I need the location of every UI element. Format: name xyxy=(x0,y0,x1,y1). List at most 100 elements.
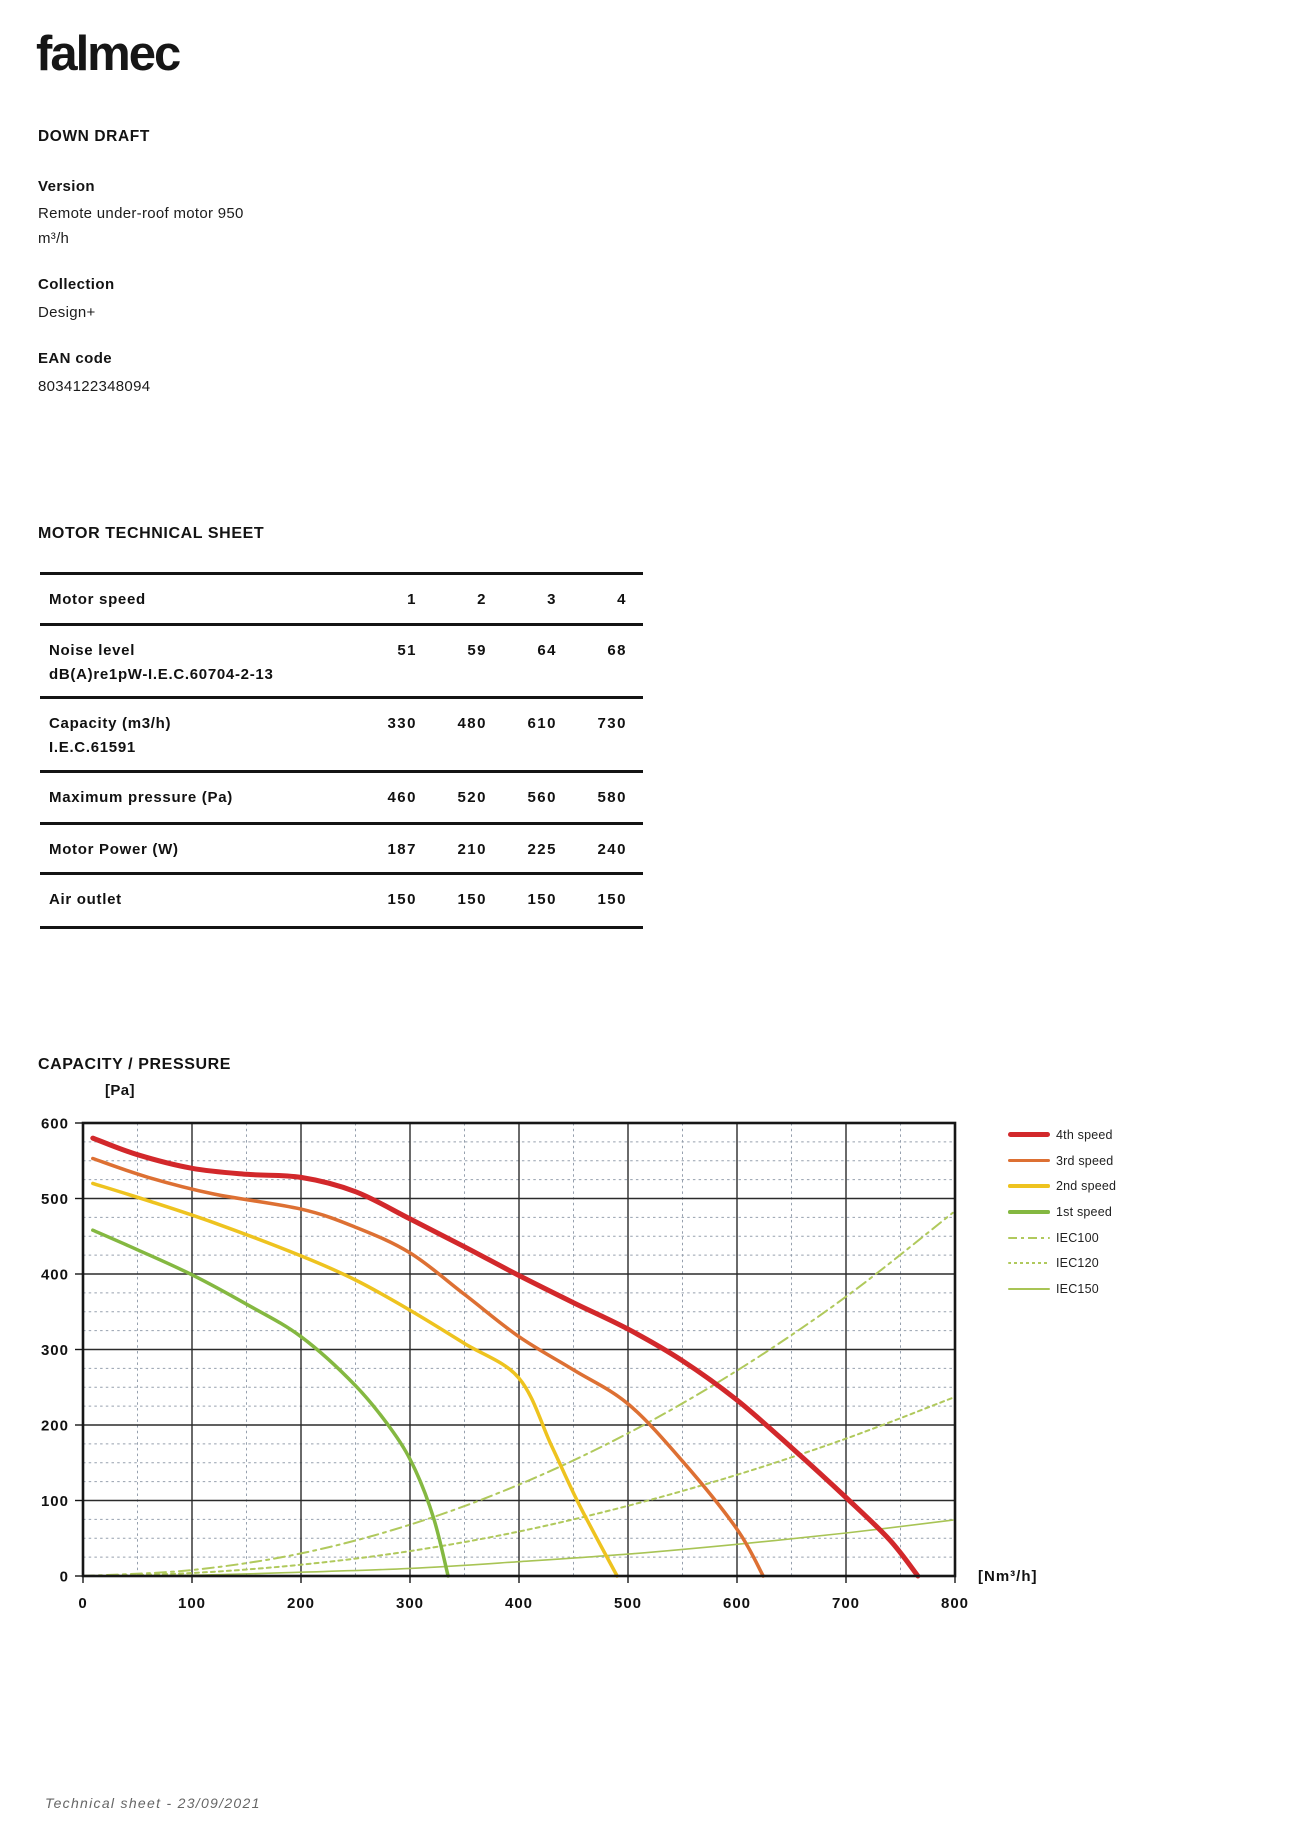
legend-label: IEC100 xyxy=(1056,1230,1099,1245)
x-tick-label: 700 xyxy=(832,1595,860,1612)
collection-label: Collection xyxy=(38,276,115,293)
motor-spec-table: Motor speed 1 2 3 4 Noise level dB(A)re1pW-I.E… xyxy=(40,572,643,929)
legend-swatch-iec120 xyxy=(1008,1262,1050,1265)
table-cell-value: 730 xyxy=(597,715,627,732)
table-cell-value: 520 xyxy=(457,789,487,806)
ean-value: 8034122348094 xyxy=(38,378,151,395)
chart-legend: 4th speed 3rd speed 2nd speed 1st speed IEC1… xyxy=(1008,1122,1116,1302)
ean-label: EAN code xyxy=(38,350,113,367)
legend-label: 3rd speed xyxy=(1056,1153,1114,1168)
legend-label: 2nd speed xyxy=(1056,1179,1117,1194)
table-cell-value: 460 xyxy=(387,789,417,806)
collection-value: Design+ xyxy=(38,304,96,321)
y-tick-label: 100 xyxy=(41,1493,69,1510)
legend-swatch-iec100 xyxy=(1008,1236,1050,1239)
x-tick-label: 100 xyxy=(178,1595,206,1612)
table-cell-value: 59 xyxy=(467,642,487,659)
table-cell-value: 150 xyxy=(387,891,417,908)
legend-swatch-2nd-speed xyxy=(1008,1184,1050,1188)
table-cell-value: 2 xyxy=(477,591,487,608)
table-row-label: Maximum pressure (Pa) xyxy=(49,789,233,806)
table-cell-value: 560 xyxy=(527,789,557,806)
series-curve-iec150 xyxy=(82,1519,954,1577)
legend-item: 1st speed xyxy=(1008,1199,1116,1225)
y-tick-label: 500 xyxy=(41,1191,69,1208)
series-curve-iec100 xyxy=(82,1211,954,1577)
table-cell-value: 51 xyxy=(397,642,417,659)
table-row-sublabel: I.E.C.61591 xyxy=(49,739,136,756)
x-tick-label: 600 xyxy=(723,1595,751,1612)
table-row: Capacity (m3/h) I.E.C.61591 330 480 610 730 xyxy=(40,699,643,773)
legend-item: 3rd speed xyxy=(1008,1148,1116,1174)
table-title: MOTOR TECHNICAL SHEET xyxy=(38,525,265,542)
capacity-pressure-chart: 0 100 200 300 400 500 600 700 800 0 100 200 300 400 50… xyxy=(41,1116,1038,1613)
legend-label: 1st speed xyxy=(1056,1204,1113,1219)
legend-label: IEC120 xyxy=(1056,1256,1099,1271)
table-row: Maximum pressure (Pa) 460 520 560 580 xyxy=(40,773,643,825)
legend-swatch-1st-speed xyxy=(1008,1210,1050,1214)
chart-title: CAPACITY / PRESSURE xyxy=(38,1056,232,1073)
table-cell-value: 150 xyxy=(527,891,557,908)
series-curve-3rd-speed xyxy=(91,1156,765,1578)
footer-note: Technical sheet - 23/09/2021 xyxy=(45,1795,261,1811)
table-row-label: Capacity (m3/h) I.E.C.61591 xyxy=(49,712,347,760)
table-cell-value: 1 xyxy=(407,591,417,608)
falmec-logo: falmec xyxy=(36,27,181,81)
table-cell-value: 210 xyxy=(457,841,487,858)
table-row: Noise level dB(A)re1pW-I.E.C.60704-2-13 51… xyxy=(40,626,643,699)
table-cell-value: 64 xyxy=(537,642,557,659)
legend-item: IEC150 xyxy=(1008,1276,1116,1302)
table-cell-value: 68 xyxy=(607,642,627,659)
y-tick-label: 300 xyxy=(41,1342,69,1359)
table-cell-value: 3 xyxy=(547,591,557,608)
legend-item: IEC100 xyxy=(1008,1225,1116,1251)
series-curve-4th-speed xyxy=(90,1135,921,1579)
legend-swatch-3rd-speed xyxy=(1008,1158,1050,1163)
chart-x-unit-label: [Nm³/h] xyxy=(978,1568,1038,1585)
table-cell-value: 480 xyxy=(457,715,487,732)
legend-swatch-4th-speed xyxy=(1008,1132,1050,1138)
table-row-label: Air outlet xyxy=(49,891,122,908)
legend-swatch-iec150 xyxy=(1008,1287,1050,1290)
table-row-label: Motor speed xyxy=(49,591,146,608)
table-row: Air outlet 150 150 150 150 xyxy=(40,875,643,929)
x-tick-label: 400 xyxy=(505,1595,533,1612)
table-row: Motor speed 1 2 3 4 xyxy=(40,575,643,626)
product-title: DOWN DRAFT xyxy=(38,128,150,145)
table-row-sublabel: dB(A)re1pW-I.E.C.60704-2-13 xyxy=(49,666,274,683)
x-tick-label: 0 xyxy=(78,1595,87,1612)
table-cell-value: 150 xyxy=(597,891,627,908)
table-cell-value: 187 xyxy=(387,841,417,858)
table-cell-value: 225 xyxy=(527,841,557,858)
x-tick-label: 300 xyxy=(396,1595,424,1612)
table-cell-value: 240 xyxy=(597,841,627,858)
legend-item: 2nd speed xyxy=(1008,1173,1116,1199)
y-tick-label: 600 xyxy=(41,1116,69,1133)
table-cell-value: 580 xyxy=(597,789,627,806)
plot-border xyxy=(81,1121,957,1578)
series-curve-2nd-speed xyxy=(91,1181,619,1578)
legend-label: 4th speed xyxy=(1056,1127,1113,1142)
version-value: Remote under-roof motor 950 m³/h xyxy=(38,205,244,247)
version-label: Version xyxy=(38,178,95,195)
legend-item: 4th speed xyxy=(1008,1122,1116,1148)
table-cell-value: 330 xyxy=(387,715,417,732)
series-curve-1st-speed xyxy=(91,1228,450,1578)
chart-y-unit-label: [Pa] xyxy=(105,1082,135,1099)
x-tick-label: 200 xyxy=(287,1595,315,1612)
y-tick-label: 0 xyxy=(60,1569,69,1586)
x-tick-label: 500 xyxy=(614,1595,642,1612)
table-row-label: Noise level dB(A)re1pW-I.E.C.60704-2-13 xyxy=(49,639,347,687)
y-tick-label: 400 xyxy=(41,1267,69,1284)
legend-label: IEC150 xyxy=(1056,1281,1099,1296)
table-cell-value: 4 xyxy=(617,591,627,608)
y-tick-label: 200 xyxy=(41,1418,69,1435)
table-row-label: Motor Power (W) xyxy=(49,841,179,858)
table-cell-value: 610 xyxy=(527,715,557,732)
legend-item: IEC120 xyxy=(1008,1250,1116,1276)
series-curve-iec120 xyxy=(82,1396,954,1577)
table-cell-value: 150 xyxy=(457,891,487,908)
table-row: Motor Power (W) 187 210 225 240 xyxy=(40,825,643,875)
x-tick-label: 800 xyxy=(941,1595,969,1612)
